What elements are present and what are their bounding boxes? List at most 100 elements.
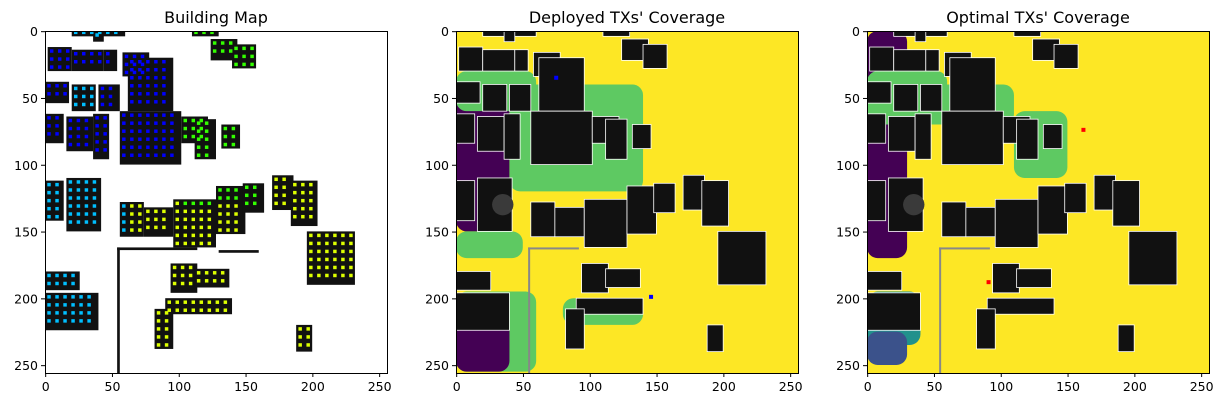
ap-node [55,319,59,323]
building-footprint [93,113,110,160]
ap-node [138,137,142,141]
ap-node [349,233,353,238]
building-footprint [893,49,927,72]
ap-node [317,273,321,278]
ap-node [274,185,278,190]
ap-node [90,51,94,56]
ap-node [293,206,297,211]
ap-node [130,59,134,64]
x-tick-label: 100 [578,379,602,394]
building-footprint [893,84,919,112]
ap-node [204,153,209,157]
ap-node [140,70,145,75]
ap-node [162,145,166,149]
ap-node [57,57,62,61]
x-tick-label: 50 [927,379,943,394]
x-tick-label: 150 [1056,379,1080,394]
ap-node [130,129,134,133]
axes-frame [45,31,388,374]
building-footprint [503,31,516,43]
ap-node [87,295,91,299]
ap-node [180,281,185,286]
ap-node [202,31,206,35]
ap-node [309,241,313,246]
ap-node [132,70,137,75]
ap-node [183,241,188,246]
y-tick-label: 50 [433,91,449,106]
ap-node [47,311,51,315]
ap-node [298,343,302,347]
ap-node [76,220,81,224]
ap-node [55,303,59,307]
wall-line [117,247,120,373]
ap-node [325,249,329,254]
ap-node [234,46,238,51]
ap-node [154,137,158,141]
ap-node [172,265,177,270]
ap-node [244,193,249,198]
ap-node [98,51,102,56]
ap-node [191,225,196,230]
ap-node [317,265,321,270]
ap-node [108,102,113,107]
ap-node [130,113,134,117]
ap-node [341,273,345,278]
y-tick-label: 50 [22,91,38,106]
y-tick-label: 100 [425,158,449,173]
building-footprint [914,31,927,43]
ap-node [204,121,209,125]
ap-node [183,225,188,230]
building-footprint [914,113,932,160]
y-tick-label: 0 [441,24,449,39]
ap-node [122,113,126,117]
ap-node [250,54,254,59]
ap-node [132,54,137,59]
ap-node [341,257,345,262]
ap-node [164,327,169,331]
ap-node [162,68,166,72]
ap-node [154,92,158,96]
ap-node [130,204,134,208]
ap-node [191,241,196,246]
building-footprint [45,180,64,221]
ap-node [92,188,97,192]
ap-node [84,118,89,123]
building-footprint [706,324,724,353]
ap-node [162,153,166,157]
ap-node [63,84,67,88]
ap-node [333,241,337,246]
tx-marker [1081,127,1086,132]
building-footprint [867,271,903,291]
y-tick-label: 150 [14,225,38,240]
ap-node [76,204,81,208]
ap-node [55,295,59,299]
building-footprint [920,84,943,112]
coverage-zone [456,231,523,259]
building-footprint [717,230,767,286]
x-tick-label: 0 [864,379,872,394]
ap-node [218,228,222,232]
ap-node [130,212,134,216]
ap-node [68,188,73,192]
ap-node [146,76,150,80]
ap-node [162,84,166,88]
wall-line [939,247,990,250]
ap-node [156,335,161,339]
ap-node [175,201,179,206]
ap-node [333,273,337,278]
ap-node [228,49,233,53]
ap-node [244,201,249,206]
ap-node [309,257,313,262]
ap-node [170,113,174,117]
ap-node [274,193,278,198]
ap-node [73,31,78,35]
ap-node [306,327,310,331]
building-footprint [1128,230,1178,286]
ap-node [349,249,353,254]
ap-node [349,257,353,262]
ap-node [298,335,302,339]
building-footprint [605,268,641,288]
panel-1: Building Map 0 50 100 150 200 250 0 50 100 150 200 2… [14,8,391,394]
ap-node [317,249,321,254]
ap-node [191,308,196,312]
